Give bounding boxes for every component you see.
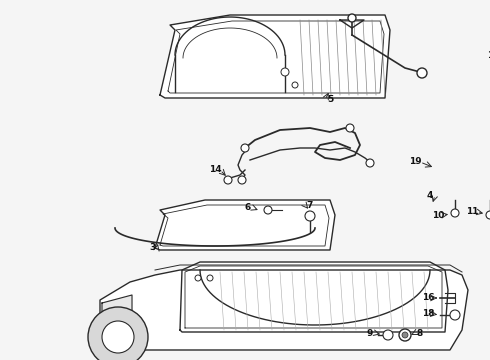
Circle shape xyxy=(450,310,460,320)
Circle shape xyxy=(417,68,427,78)
Circle shape xyxy=(346,124,354,132)
Text: 7: 7 xyxy=(307,201,313,210)
Circle shape xyxy=(207,275,213,281)
Text: 6: 6 xyxy=(245,203,251,212)
Text: 19: 19 xyxy=(409,158,421,166)
Circle shape xyxy=(366,159,374,167)
Text: 3: 3 xyxy=(149,243,155,252)
Circle shape xyxy=(195,275,201,281)
Circle shape xyxy=(383,330,393,340)
Circle shape xyxy=(102,321,134,353)
Circle shape xyxy=(399,329,411,341)
Polygon shape xyxy=(180,262,448,332)
Circle shape xyxy=(451,209,459,217)
Text: 4: 4 xyxy=(427,190,433,199)
Circle shape xyxy=(305,211,315,221)
Polygon shape xyxy=(155,200,335,250)
Text: 10: 10 xyxy=(432,211,444,220)
Circle shape xyxy=(486,211,490,219)
Text: 9: 9 xyxy=(367,328,373,338)
Polygon shape xyxy=(100,270,468,350)
Circle shape xyxy=(281,68,289,76)
Text: 14: 14 xyxy=(209,166,221,175)
Circle shape xyxy=(264,206,272,214)
Text: 11: 11 xyxy=(466,207,478,216)
Text: 16: 16 xyxy=(422,293,434,302)
Polygon shape xyxy=(102,295,132,350)
Circle shape xyxy=(224,176,232,184)
Circle shape xyxy=(88,307,148,360)
Text: 18: 18 xyxy=(422,310,434,319)
Circle shape xyxy=(238,176,246,184)
Circle shape xyxy=(292,82,298,88)
Text: 8: 8 xyxy=(417,328,423,338)
Polygon shape xyxy=(160,15,390,98)
Text: 5: 5 xyxy=(327,95,333,104)
Circle shape xyxy=(348,14,356,22)
Circle shape xyxy=(402,332,408,338)
Circle shape xyxy=(241,144,249,152)
Text: 1: 1 xyxy=(487,50,490,59)
